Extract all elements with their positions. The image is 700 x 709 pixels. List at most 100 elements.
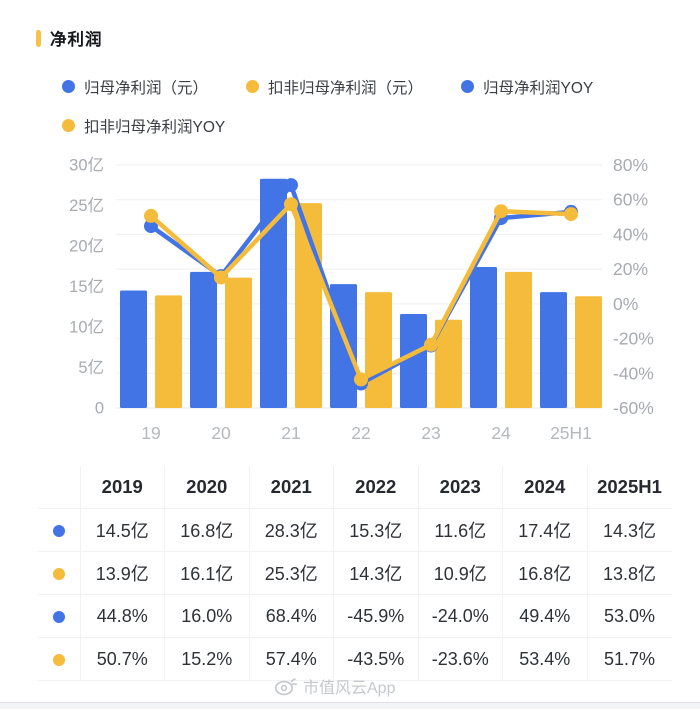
x-axis-tick-label: 22 bbox=[351, 423, 370, 443]
legend-item: 归母净利润YOY bbox=[461, 76, 593, 98]
series-dot-cell bbox=[38, 551, 81, 595]
yoy-line-point bbox=[284, 178, 298, 193]
yoy-line-point bbox=[564, 207, 578, 222]
page-title: 净利润 bbox=[50, 31, 103, 49]
legend-label: 扣非归母净利润YOY bbox=[84, 118, 226, 136]
legend-item: 扣非归母净利润YOY bbox=[62, 115, 225, 137]
table-header-cell: 2022 bbox=[333, 466, 419, 509]
x-axis-tick-label: 19 bbox=[141, 423, 160, 443]
table-cell: 68.4% bbox=[248, 594, 334, 638]
title-accent-bar bbox=[36, 29, 41, 47]
x-axis-tick-label: 21 bbox=[281, 423, 300, 443]
bar bbox=[400, 314, 427, 408]
table-cell: 28.3亿 bbox=[248, 508, 334, 552]
legend-dot-icon bbox=[461, 80, 475, 93]
legend-item: 归母净利润（元） bbox=[62, 76, 208, 98]
right-axis-tick-label: 0% bbox=[613, 294, 638, 314]
table-header-cell: 2024 bbox=[502, 466, 588, 509]
bar bbox=[505, 271, 532, 408]
right-axis-tick-label: 20% bbox=[613, 259, 648, 279]
table-cell: -23.6% bbox=[417, 637, 503, 681]
left-axis-tick-label: 5亿 bbox=[78, 358, 104, 377]
x-axis-tick-label: 20 bbox=[211, 423, 231, 443]
left-axis-tick-label: 25亿 bbox=[69, 196, 104, 215]
data-table: 2019 2020 2021 2022 2023 2024 2025H1 14.5亿 16.8亿… bbox=[38, 466, 672, 681]
yoy-line-point bbox=[354, 372, 368, 387]
bottom-divider bbox=[0, 702, 700, 709]
table-cell: -45.9% bbox=[333, 594, 419, 638]
series-dot-cell bbox=[38, 594, 81, 638]
chart-legend: 归母净利润（元） 扣非归母净利润（元） 归母净利润YOY 扣非归母净利润YOY bbox=[62, 67, 700, 145]
table-cell: 13.9亿 bbox=[79, 551, 165, 595]
x-axis-tick-label: 23 bbox=[421, 423, 440, 443]
series-dot-icon bbox=[52, 653, 65, 666]
series-dot-cell bbox=[38, 508, 81, 552]
bar bbox=[260, 178, 287, 408]
legend-label: 扣非归母净利润（元） bbox=[268, 79, 424, 97]
x-axis-tick-label: 24 bbox=[491, 423, 511, 443]
yoy-line-point bbox=[284, 197, 298, 212]
x-axis-tick-label: 25H1 bbox=[550, 423, 592, 443]
right-axis-tick-label: 40% bbox=[613, 224, 648, 244]
yoy-line-point bbox=[424, 337, 438, 352]
table-cell: 53.0% bbox=[586, 594, 672, 638]
net-profit-combo-chart: 30亿 25亿 20亿 15亿 10亿 5亿 0 80% 60% 40% 20% 0% -20% -40%… bbox=[69, 155, 654, 443]
table-cell: 25.3亿 bbox=[248, 551, 334, 595]
table-cell: 16.8亿 bbox=[164, 508, 250, 552]
series-dot-icon bbox=[52, 524, 65, 537]
left-axis-tick-label: 20亿 bbox=[69, 237, 104, 256]
table-cell: 16.0% bbox=[164, 594, 250, 638]
bar bbox=[540, 292, 567, 408]
table-cell: 50.7% bbox=[79, 637, 165, 681]
yoy-line-point bbox=[214, 270, 228, 285]
right-axis-tick-label: -20% bbox=[613, 329, 654, 349]
table-cell: 57.4% bbox=[248, 637, 334, 681]
left-axis-tick-label: 0 bbox=[95, 400, 104, 418]
legend-dot-icon bbox=[62, 80, 75, 93]
bar bbox=[190, 271, 217, 408]
right-axis-tick-label: -60% bbox=[613, 398, 654, 418]
table-cell: 49.4% bbox=[502, 594, 588, 638]
legend-row: 归母净利润（元） 扣非归母净利润（元） 归母净利润YOY bbox=[62, 67, 700, 106]
bar bbox=[575, 296, 602, 408]
bar bbox=[470, 267, 497, 408]
yoy-line-point bbox=[494, 204, 508, 219]
table-cell: 51.7% bbox=[586, 637, 672, 681]
table-row: 50.7% 15.2% 57.4% -43.5% -23.6% 53.4% 51.7% bbox=[38, 637, 672, 681]
table-cell: 17.4亿 bbox=[502, 508, 588, 552]
table-cell: 14.5亿 bbox=[79, 508, 165, 552]
left-axis-tick-label: 15亿 bbox=[69, 277, 104, 296]
bar bbox=[435, 319, 462, 408]
table-header-cell: 2025H1 bbox=[586, 466, 672, 509]
yoy-line-point bbox=[144, 219, 158, 234]
table-cell: 14.3亿 bbox=[333, 551, 419, 595]
left-axis-tick-label: 10亿 bbox=[69, 318, 104, 337]
table-row: 13.9亿 16.1亿 25.3亿 14.3亿 10.9亿 16.8亿 13.8亿 bbox=[38, 551, 672, 595]
bar bbox=[120, 290, 147, 408]
table-header-cell: 2021 bbox=[248, 466, 334, 509]
table-cell: 16.1亿 bbox=[164, 551, 250, 595]
bar bbox=[365, 292, 392, 408]
legend-row: 扣非归母净利润YOY bbox=[62, 106, 700, 145]
table-cell: 15.2% bbox=[164, 637, 250, 681]
table-header-row: 2019 2020 2021 2022 2023 2024 2025H1 bbox=[38, 466, 672, 509]
table-cell: -24.0% bbox=[417, 594, 503, 638]
table-cell: 44.8% bbox=[79, 594, 165, 638]
legend-dot-icon bbox=[246, 80, 260, 93]
table-header-cell: 2019 bbox=[79, 466, 165, 509]
table-row: 44.8% 16.0% 68.4% -45.9% -24.0% 49.4% 53.0% bbox=[38, 594, 672, 638]
table-cell: 11.6亿 bbox=[417, 508, 503, 552]
table-cell: -43.5% bbox=[333, 637, 419, 681]
table-cell: 10.9亿 bbox=[417, 551, 503, 595]
table-header-cell: 2020 bbox=[164, 466, 250, 509]
table-row: 14.5亿 16.8亿 28.3亿 15.3亿 11.6亿 17.4亿 14.3亿 bbox=[38, 508, 672, 552]
table-cell: 53.4% bbox=[502, 637, 588, 681]
table-header-cell: 2023 bbox=[417, 466, 503, 509]
right-axis-tick-label: 60% bbox=[613, 190, 648, 210]
left-axis-tick-label: 30亿 bbox=[69, 156, 104, 175]
data-table-wrap: 2019 2020 2021 2022 2023 2024 2025H1 14.5亿 16.8亿… bbox=[38, 466, 700, 681]
series-dot-cell bbox=[38, 637, 81, 681]
bar bbox=[225, 277, 252, 408]
table-cell: 13.8亿 bbox=[586, 551, 672, 595]
table-header-cell bbox=[38, 466, 81, 509]
